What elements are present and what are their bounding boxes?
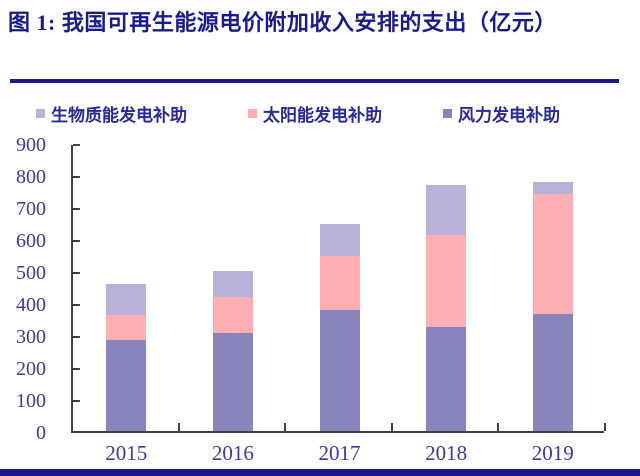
bar-segment	[426, 185, 467, 236]
stacked-bar-2015	[106, 284, 147, 431]
footer-bar	[0, 469, 640, 476]
y-axis-tick	[73, 400, 80, 402]
figure-title: 图 1: 我国可再生能源电价附加收入安排的支出（亿元）	[8, 10, 557, 35]
stacked-bar-2019	[532, 182, 573, 431]
legend-label-solar: 太阳能发电补助	[263, 106, 382, 125]
legend-item-biomass: 生物质能发电补助	[36, 101, 187, 126]
y-tick-label: 800	[16, 166, 46, 188]
x-axis-labels: 2015 2016 2017 2018 2019	[73, 441, 606, 469]
bar-segment	[319, 310, 360, 431]
bar-segment	[532, 193, 573, 315]
legend-label-biomass: 生物质能发电补助	[51, 106, 187, 125]
chart-area: 0 100 200 300 400 500 600 700 800 900 2015 2016 201…	[0, 134, 640, 476]
biomass-swatch-icon	[36, 109, 45, 118]
y-axis-tick	[73, 336, 80, 338]
solar-swatch-icon	[248, 109, 257, 118]
stacked-bar-2017	[319, 223, 360, 431]
y-axis-tick	[73, 176, 80, 178]
bar-segment	[319, 255, 360, 311]
y-axis-labels: 0 100 200 300 400 500 600 700 800 900	[0, 134, 46, 444]
bar-segment	[106, 314, 147, 340]
legend-label-wind: 风力发电补助	[458, 106, 560, 125]
x-tick-label: 2016	[211, 441, 254, 465]
bar-segment	[106, 339, 147, 431]
y-tick-label: 500	[16, 262, 46, 284]
y-axis-tick	[73, 144, 80, 146]
bar-segment	[426, 327, 467, 431]
stacked-bar-2016	[212, 271, 253, 431]
plot-area	[71, 144, 606, 433]
x-axis-tick	[177, 423, 180, 431]
x-axis-tick	[497, 423, 500, 431]
y-tick-label: 300	[16, 326, 46, 348]
bar-segment	[212, 271, 253, 297]
legend-item-solar: 太阳能发电补助	[248, 101, 382, 126]
x-tick-label: 2017	[318, 441, 361, 465]
y-axis-tick	[73, 208, 80, 210]
x-tick-label: 2015	[105, 441, 148, 465]
y-axis-tick	[73, 272, 80, 274]
x-tick-label: 2019	[531, 441, 574, 465]
title-divider	[10, 79, 619, 83]
y-tick-label: 400	[16, 294, 46, 316]
bar-segment	[532, 314, 573, 431]
x-axis-tick	[604, 423, 606, 431]
y-tick-label: 100	[16, 390, 46, 412]
y-tick-label: 200	[16, 358, 46, 380]
bar-segment	[319, 223, 360, 256]
wind-swatch-icon	[443, 109, 452, 118]
legend-item-wind: 风力发电补助	[443, 101, 560, 126]
bar-segment	[212, 333, 253, 431]
bar-segment	[426, 235, 467, 327]
y-tick-label: 600	[16, 230, 46, 252]
bar-segment	[106, 284, 147, 315]
y-tick-label: 900	[16, 134, 46, 156]
y-axis-tick	[73, 240, 80, 242]
x-tick-label: 2018	[425, 441, 468, 465]
y-axis-tick	[73, 368, 80, 370]
bar-segment	[212, 296, 253, 334]
bar-segment	[532, 182, 573, 194]
chart-legend: 生物质能发电补助 太阳能发电补助 风力发电补助	[36, 101, 560, 126]
x-axis-tick	[284, 423, 287, 431]
x-axis-tick	[390, 423, 393, 431]
y-axis-tick	[73, 304, 80, 306]
y-tick-label: 700	[16, 198, 46, 220]
stacked-bar-2018	[426, 185, 467, 431]
y-tick-label: 0	[36, 422, 46, 444]
